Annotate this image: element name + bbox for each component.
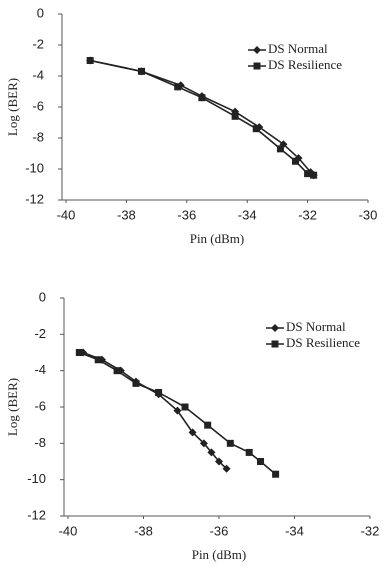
marker <box>188 428 197 437</box>
marker <box>75 349 83 356</box>
y-axis-label: Log (BER) <box>5 78 20 136</box>
y-tick-label: -12 <box>25 191 44 206</box>
legend-marker <box>253 46 261 54</box>
marker <box>310 171 318 179</box>
marker <box>272 470 280 478</box>
marker <box>181 403 189 411</box>
marker <box>226 439 234 447</box>
marker <box>199 439 208 448</box>
x-axis-label: Pin (dBm) <box>190 231 245 246</box>
legend-label: DS Normal <box>268 41 328 56</box>
y-tick-label: -2 <box>34 326 46 341</box>
y-tick-label: -10 <box>25 160 44 175</box>
marker <box>304 170 312 178</box>
x-tick-label: -30 <box>359 207 378 222</box>
x-tick-label: -34 <box>238 207 257 222</box>
y-tick-label: -4 <box>32 67 44 82</box>
x-tick-label: -38 <box>134 523 153 538</box>
x-tick-label: -36 <box>210 523 229 538</box>
y-tick-label: -8 <box>32 129 44 144</box>
x-tick-label: -38 <box>117 207 136 222</box>
x-tick-label: -40 <box>57 207 76 222</box>
series-line <box>89 59 314 176</box>
legend-label: DS Resilience <box>268 57 342 72</box>
marker <box>215 457 223 466</box>
marker <box>276 145 284 153</box>
marker <box>94 356 102 364</box>
marker <box>292 157 300 165</box>
marker <box>155 388 163 396</box>
y-tick-label: -6 <box>34 398 46 413</box>
legend-marker <box>271 340 279 348</box>
marker <box>174 83 182 91</box>
marker <box>86 57 94 64</box>
y-tick-label: -10 <box>27 471 46 486</box>
y-tick-label: -8 <box>34 435 46 450</box>
marker <box>198 94 206 102</box>
marker <box>252 125 260 133</box>
x-tick-label: -32 <box>361 523 380 538</box>
y-tick-label: -6 <box>32 98 44 113</box>
marker <box>231 112 239 120</box>
series-line <box>82 351 228 470</box>
x-tick-label: -40 <box>59 523 78 538</box>
marker <box>138 67 145 75</box>
legend-label: DS Normal <box>286 319 346 334</box>
x-tick-label: -32 <box>298 207 317 222</box>
y-tick-label: 0 <box>37 5 44 20</box>
y-tick-label: -4 <box>34 362 46 377</box>
series-line <box>89 59 315 176</box>
marker <box>113 367 121 375</box>
x-axis-label: Pin (dBm) <box>192 547 247 562</box>
marker <box>207 448 216 457</box>
legend-marker <box>271 324 279 332</box>
x-tick-label: -34 <box>285 523 304 538</box>
marker <box>222 464 231 473</box>
marker <box>204 421 212 429</box>
marker <box>257 458 265 465</box>
legend-marker <box>253 62 261 70</box>
y-axis-label: Log (BER) <box>5 378 20 436</box>
x-tick-label: -36 <box>177 207 196 222</box>
marker <box>132 379 140 387</box>
y-tick-label: 0 <box>39 289 46 304</box>
legend-label: DS Resilience <box>286 335 360 350</box>
marker <box>245 448 253 456</box>
marker <box>173 406 182 415</box>
y-tick-label: -2 <box>32 36 44 51</box>
y-tick-label: -12 <box>27 507 46 522</box>
